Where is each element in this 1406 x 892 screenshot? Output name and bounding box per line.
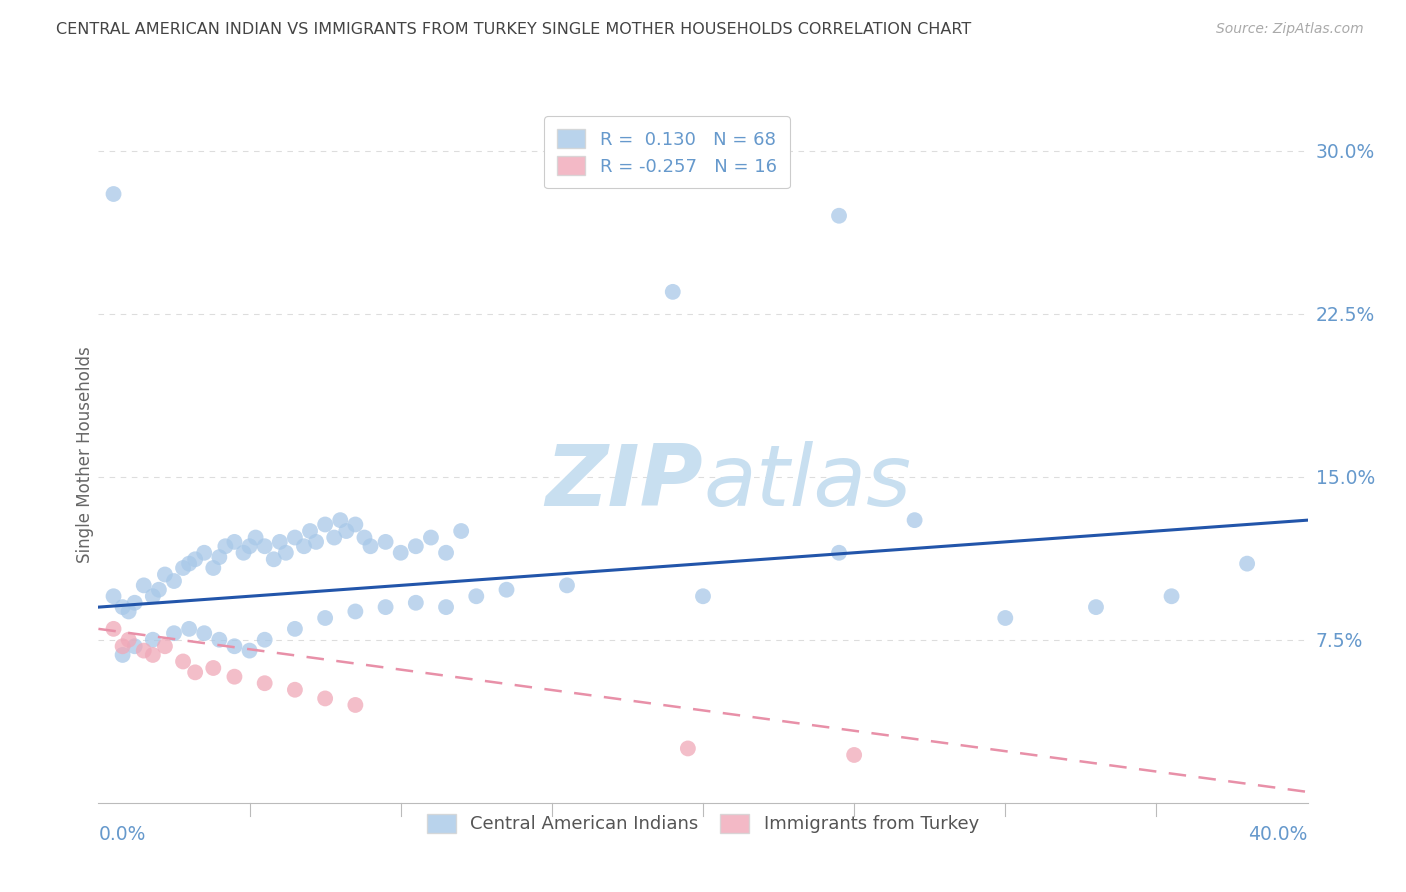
Point: [292, 539, 315, 553]
Point: [1236, 557, 1258, 571]
Point: [132, 578, 155, 592]
Point: [142, 589, 165, 603]
Point: [253, 539, 276, 553]
Point: [360, 539, 382, 553]
Point: [434, 546, 457, 560]
Point: [661, 285, 683, 299]
Point: [239, 539, 262, 553]
Text: Source: ZipAtlas.com: Source: ZipAtlas.com: [1216, 22, 1364, 37]
Point: [450, 524, 472, 538]
Point: [172, 561, 194, 575]
Point: [224, 534, 246, 549]
Point: [284, 622, 307, 636]
Point: [284, 682, 307, 697]
Point: [828, 209, 851, 223]
Point: [153, 567, 176, 582]
Point: [193, 626, 215, 640]
Point: [184, 665, 207, 680]
Point: [193, 546, 215, 560]
Point: [118, 605, 141, 619]
Point: [284, 531, 307, 545]
Point: [353, 531, 375, 545]
Point: [103, 622, 125, 636]
Point: [184, 552, 207, 566]
Point: [111, 648, 134, 662]
Point: [163, 626, 186, 640]
Point: [314, 517, 336, 532]
Point: [103, 186, 125, 201]
Point: [323, 531, 346, 545]
Point: [111, 600, 134, 615]
Point: [1160, 589, 1182, 603]
Point: [299, 524, 322, 538]
Point: [994, 611, 1017, 625]
Y-axis label: Single Mother Households: Single Mother Households: [76, 347, 94, 563]
Point: [389, 546, 412, 560]
Point: [434, 600, 457, 615]
Point: [239, 643, 262, 657]
Legend: Central American Indians, Immigrants from Turkey: Central American Indians, Immigrants fro…: [418, 805, 988, 842]
Point: [335, 524, 357, 538]
Point: [344, 517, 367, 532]
Point: [253, 676, 276, 690]
Point: [314, 611, 336, 625]
Point: [305, 534, 328, 549]
Point: [124, 639, 146, 653]
Point: [405, 539, 427, 553]
Point: [124, 596, 146, 610]
Point: [224, 639, 246, 653]
Text: ZIP: ZIP: [546, 442, 703, 524]
Point: [676, 741, 699, 756]
Point: [111, 639, 134, 653]
Point: [844, 747, 866, 762]
Point: [555, 578, 578, 592]
Text: 40.0%: 40.0%: [1249, 825, 1308, 844]
Point: [263, 552, 285, 566]
Point: [374, 534, 396, 549]
Point: [232, 546, 254, 560]
Point: [692, 589, 714, 603]
Point: [904, 513, 927, 527]
Point: [163, 574, 186, 588]
Point: [405, 596, 427, 610]
Point: [245, 531, 267, 545]
Point: [374, 600, 396, 615]
Point: [1085, 600, 1108, 615]
Text: atlas: atlas: [703, 442, 911, 524]
Point: [179, 622, 201, 636]
Point: [344, 698, 367, 712]
Point: [828, 546, 851, 560]
Point: [142, 632, 165, 647]
Point: [202, 561, 225, 575]
Point: [153, 639, 176, 653]
Point: [314, 691, 336, 706]
Point: [420, 531, 443, 545]
Text: 0.0%: 0.0%: [98, 825, 146, 844]
Point: [253, 632, 276, 647]
Point: [118, 632, 141, 647]
Point: [132, 643, 155, 657]
Point: [103, 589, 125, 603]
Point: [495, 582, 517, 597]
Point: [224, 670, 246, 684]
Point: [214, 539, 236, 553]
Point: [329, 513, 352, 527]
Point: [269, 534, 291, 549]
Point: [142, 648, 165, 662]
Point: [208, 632, 231, 647]
Point: [274, 546, 297, 560]
Text: CENTRAL AMERICAN INDIAN VS IMMIGRANTS FROM TURKEY SINGLE MOTHER HOUSEHOLDS CORRE: CENTRAL AMERICAN INDIAN VS IMMIGRANTS FR…: [56, 22, 972, 37]
Point: [208, 550, 231, 565]
Point: [179, 557, 201, 571]
Point: [172, 655, 194, 669]
Point: [202, 661, 225, 675]
Point: [344, 605, 367, 619]
Point: [148, 582, 170, 597]
Point: [465, 589, 488, 603]
